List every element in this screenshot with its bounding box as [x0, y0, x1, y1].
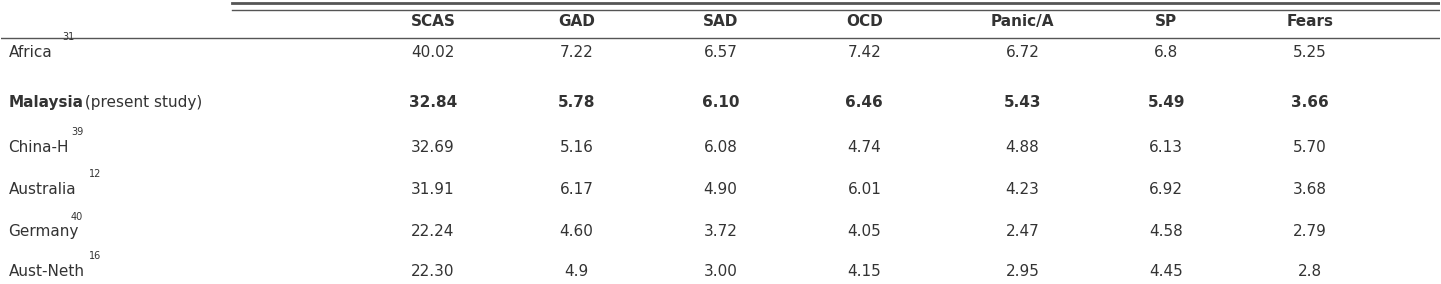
Text: 6.46: 6.46	[846, 95, 883, 110]
Text: Fears: Fears	[1287, 14, 1334, 29]
Text: 6.17: 6.17	[559, 182, 594, 197]
Text: Africa: Africa	[9, 45, 52, 60]
Text: 6.72: 6.72	[1006, 45, 1039, 60]
Text: 3.68: 3.68	[1293, 182, 1327, 197]
Text: 2.79: 2.79	[1293, 224, 1327, 239]
Text: GAD: GAD	[558, 14, 595, 29]
Text: 5.49: 5.49	[1147, 95, 1185, 110]
Text: Panic/A: Panic/A	[991, 14, 1055, 29]
Text: 6.8: 6.8	[1154, 45, 1179, 60]
Text: 3.72: 3.72	[703, 224, 738, 239]
Text: 5.43: 5.43	[1004, 95, 1042, 110]
Text: 12: 12	[89, 169, 101, 179]
Text: 5.78: 5.78	[558, 95, 595, 110]
Text: 4.60: 4.60	[559, 224, 594, 239]
Text: 6.08: 6.08	[703, 140, 738, 155]
Text: 2.95: 2.95	[1006, 264, 1039, 279]
Text: 2.8: 2.8	[1298, 264, 1323, 279]
Text: SCAS: SCAS	[411, 14, 455, 29]
Text: 4.58: 4.58	[1150, 224, 1183, 239]
Text: Malaysia: Malaysia	[9, 95, 84, 110]
Text: 31.91: 31.91	[411, 182, 455, 197]
Text: 40.02: 40.02	[411, 45, 454, 60]
Text: China-H: China-H	[9, 140, 69, 155]
Text: 4.05: 4.05	[847, 224, 882, 239]
Text: 7.22: 7.22	[559, 45, 594, 60]
Text: 2.47: 2.47	[1006, 224, 1039, 239]
Text: 4.9: 4.9	[565, 264, 589, 279]
Text: 32.84: 32.84	[409, 95, 457, 110]
Text: 32.69: 32.69	[411, 140, 455, 155]
Text: 7.42: 7.42	[847, 45, 882, 60]
Text: 4.45: 4.45	[1150, 264, 1183, 279]
Text: 6.01: 6.01	[847, 182, 882, 197]
Text: 5.16: 5.16	[559, 140, 594, 155]
Text: 4.90: 4.90	[703, 182, 738, 197]
Text: 5.70: 5.70	[1293, 140, 1327, 155]
Text: 31: 31	[62, 32, 75, 41]
Text: 5.25: 5.25	[1293, 45, 1327, 60]
Text: 6.13: 6.13	[1150, 140, 1183, 155]
Text: (present study): (present study)	[79, 95, 202, 110]
Text: 3.66: 3.66	[1291, 95, 1329, 110]
Text: 4.88: 4.88	[1006, 140, 1039, 155]
Text: 40: 40	[71, 212, 84, 222]
Text: 4.74: 4.74	[847, 140, 882, 155]
Text: 6.57: 6.57	[703, 45, 738, 60]
Text: 3.00: 3.00	[703, 264, 738, 279]
Text: 39: 39	[71, 127, 84, 137]
Text: 22.24: 22.24	[411, 224, 454, 239]
Text: 4.23: 4.23	[1006, 182, 1039, 197]
Text: 6.92: 6.92	[1150, 182, 1183, 197]
Text: SAD: SAD	[703, 14, 738, 29]
Text: SP: SP	[1156, 14, 1177, 29]
Text: Germany: Germany	[9, 224, 79, 239]
Text: 4.15: 4.15	[847, 264, 882, 279]
Text: 22.30: 22.30	[411, 264, 454, 279]
Text: 16: 16	[89, 251, 101, 261]
Text: Australia: Australia	[9, 182, 76, 197]
Text: Aust-Neth: Aust-Neth	[9, 264, 85, 279]
Text: OCD: OCD	[846, 14, 883, 29]
Text: 6.10: 6.10	[702, 95, 739, 110]
